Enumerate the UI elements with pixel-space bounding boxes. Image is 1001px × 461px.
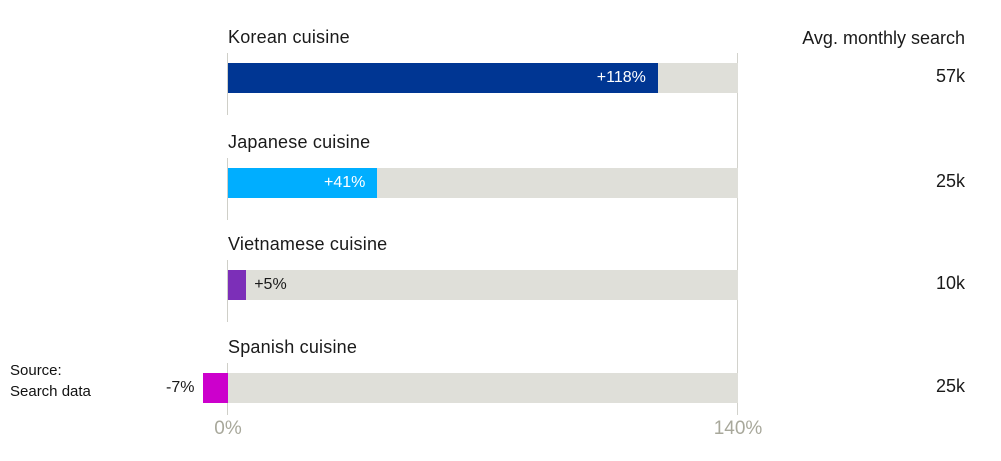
bar-track	[228, 373, 738, 403]
avg-monthly-search-header: Avg. monthly search	[802, 28, 965, 48]
x-axis-tick-140: 140%	[713, 418, 763, 439]
avg-monthly-search-value: 25k	[935, 376, 965, 396]
bar-value-label: -7%	[166, 379, 195, 396]
avg-monthly-search-value: 10k	[935, 273, 965, 293]
avg-monthly-search-value: 25k	[935, 171, 965, 191]
source-line-1: Source:	[10, 362, 62, 379]
bar-track	[228, 270, 738, 300]
zero-gridline-segment	[227, 53, 228, 115]
category-label: Japanese cuisine	[228, 132, 371, 152]
category-label: Vietnamese cuisine	[228, 234, 388, 254]
bar-fill	[202, 373, 228, 403]
category-label: Spanish cuisine	[228, 337, 358, 357]
zero-gridline-segment	[227, 158, 228, 220]
bar-value-label: +5%	[254, 276, 287, 293]
bar-row-japanese: Japanese cuisine +41% 25k	[0, 132, 1001, 220]
bar-fill	[228, 270, 247, 300]
bar-fill	[228, 168, 378, 198]
category-label: Korean cuisine	[228, 27, 350, 47]
bar-row-spanish: Spanish cuisine -7% 25k	[0, 337, 1001, 415]
source-line-2: Search data	[10, 383, 91, 400]
source-note: Source: Search data	[10, 360, 91, 402]
avg-monthly-search-value: 57k	[935, 66, 965, 86]
bar-row-vietnamese: Vietnamese cuisine +5% 10k	[0, 234, 1001, 322]
bar-value-label: +118%	[596, 69, 646, 86]
bar-value-label: +41%	[323, 174, 366, 191]
gridline-140pct	[737, 53, 738, 415]
zero-gridline-segment	[227, 260, 228, 322]
x-axis-tick-0: 0%	[214, 418, 242, 439]
bar-row-korean: Korean cuisine +118% 57k	[0, 27, 1001, 115]
bar-fill	[228, 63, 658, 93]
